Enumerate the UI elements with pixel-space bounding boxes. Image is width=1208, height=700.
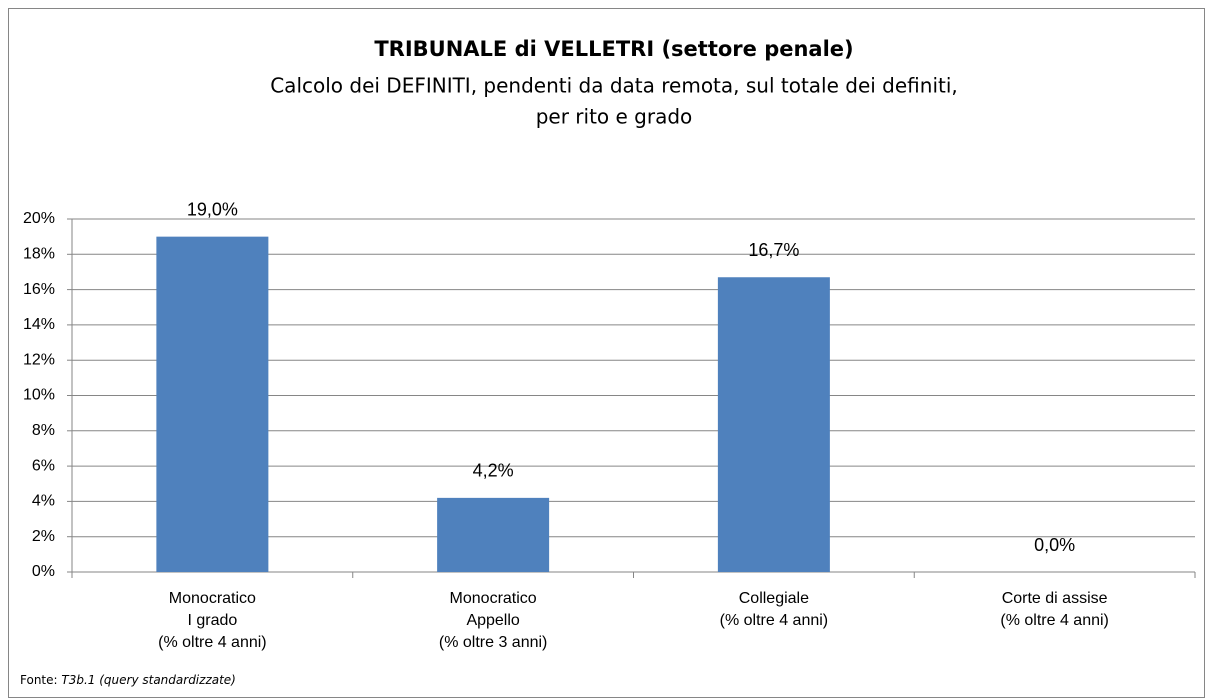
y-tick-label: 6%	[32, 457, 55, 474]
value-label: 0,0%	[1034, 535, 1075, 555]
chart-subtitle: per rito e grado	[536, 105, 693, 129]
y-tick-label: 16%	[23, 281, 55, 298]
source-text: T3b.1 (query standardizzate)	[61, 673, 235, 687]
value-label: 4,2%	[473, 461, 514, 481]
y-tick-label: 12%	[23, 351, 55, 368]
x-tick-label: (% oltre 3 anni)	[439, 634, 548, 651]
chart-subtitle: Calcolo dei DEFINITI, pendenti da data r…	[270, 74, 958, 98]
y-tick-label: 10%	[23, 387, 55, 404]
x-tick-label: (% oltre 4 anni)	[1000, 612, 1109, 629]
x-tick-label: I grado	[187, 612, 237, 629]
bar	[156, 236, 269, 572]
bar	[437, 497, 550, 572]
chart-title: TRIBUNALE di VELLETRI (settore penale)	[374, 37, 853, 61]
y-tick-label: 8%	[32, 422, 55, 439]
value-label: 19,0%	[187, 199, 238, 219]
x-tick-label: Corte di assise	[1002, 590, 1108, 607]
x-tick-label: (% oltre 4 anni)	[720, 612, 829, 629]
y-tick-label: 20%	[23, 210, 55, 227]
y-tick-label: 4%	[32, 493, 55, 510]
y-tick-label: 2%	[32, 528, 55, 545]
y-tick-label: 14%	[23, 316, 55, 333]
value-label: 16,7%	[748, 240, 799, 260]
bar	[717, 277, 830, 572]
x-tick-label: Monocratico	[450, 590, 537, 607]
x-tick-label: Appello	[466, 612, 519, 629]
x-tick-label: Collegiale	[739, 590, 809, 607]
x-tick-label: (% oltre 4 anni)	[158, 634, 267, 651]
source-note: Fonte: T3b.1 (query standardizzate)	[20, 673, 236, 687]
y-tick-label: 18%	[23, 246, 55, 263]
source-label: Fonte:	[20, 673, 58, 687]
y-tick-label: 0%	[32, 563, 55, 580]
x-tick-label: Monocratico	[169, 590, 256, 607]
